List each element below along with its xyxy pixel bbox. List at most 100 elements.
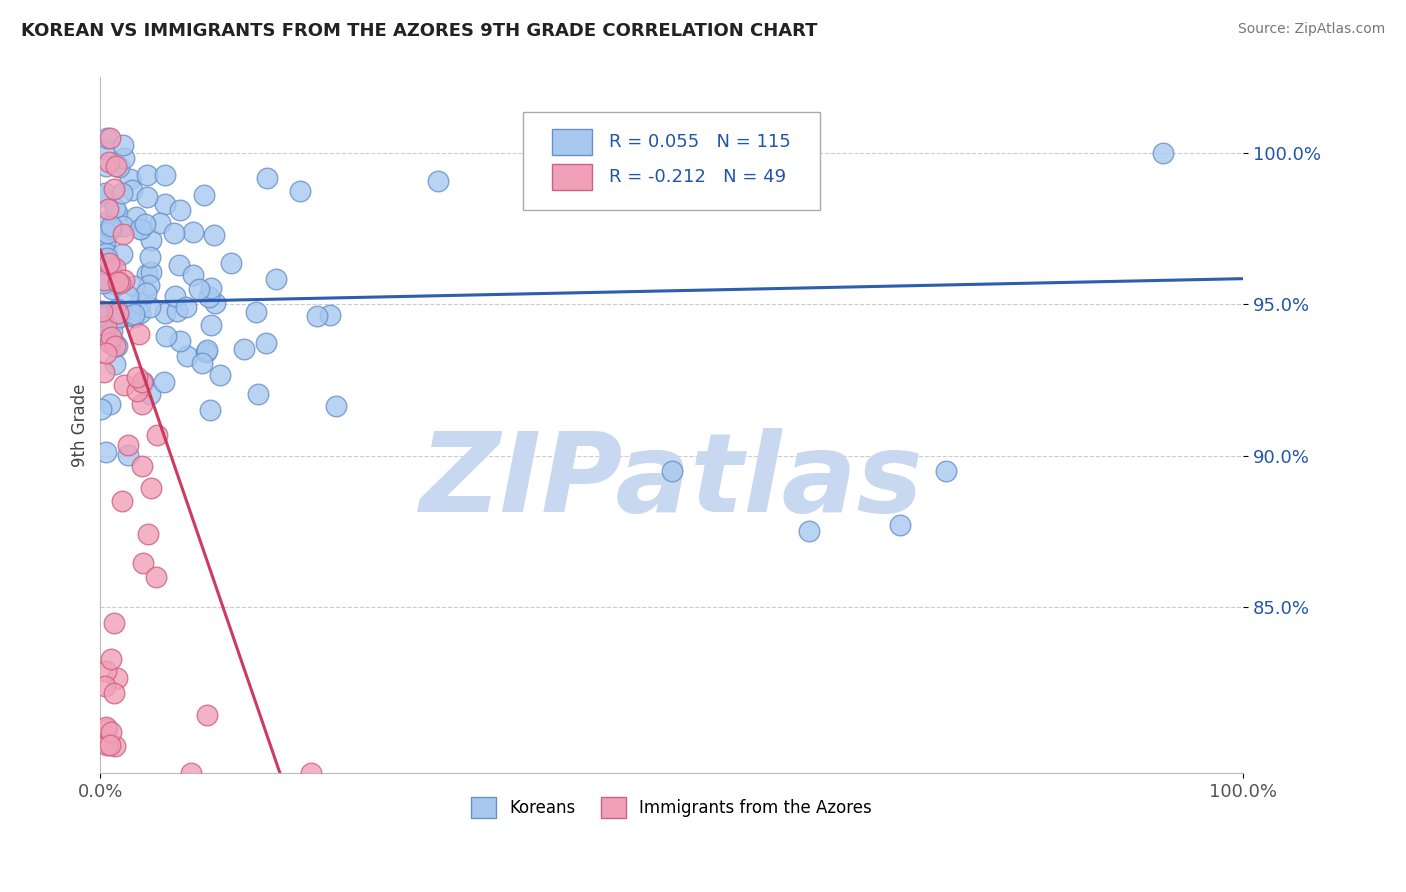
Point: [176, 349, 198, 363]
Point: [256, 170, 278, 185]
Point: [1152, 146, 1174, 161]
Point: [661, 464, 683, 478]
Point: [104, 277, 127, 291]
Point: [105, 339, 128, 353]
Point: [91, 276, 114, 290]
Point: [163, 226, 186, 240]
Point: [97, 202, 120, 216]
Point: [149, 216, 172, 230]
Point: [139, 300, 162, 314]
Point: [103, 615, 125, 630]
Point: [105, 160, 128, 174]
Point: [94, 246, 117, 260]
Point: [146, 428, 169, 442]
Point: [111, 246, 134, 260]
Point: [104, 261, 127, 276]
Point: [190, 356, 212, 370]
Point: [108, 309, 131, 323]
Point: [100, 330, 122, 344]
Point: [155, 306, 177, 320]
Point: [103, 339, 125, 353]
Point: [125, 384, 148, 399]
Point: [93, 365, 115, 379]
Point: [935, 464, 957, 478]
Point: [105, 206, 128, 220]
Point: [111, 494, 134, 508]
Point: [117, 437, 139, 451]
Point: [125, 210, 148, 224]
Point: [98, 335, 121, 350]
Text: Source: ZipAtlas.com: Source: ZipAtlas.com: [1237, 22, 1385, 37]
Point: [111, 138, 134, 153]
Point: [132, 556, 155, 570]
Point: [91, 304, 114, 318]
Point: [132, 375, 155, 389]
Point: [233, 342, 256, 356]
Point: [219, 256, 242, 270]
Point: [96, 259, 118, 273]
Point: [94, 235, 117, 249]
Point: [93, 273, 115, 287]
Point: [169, 202, 191, 217]
Point: [128, 222, 150, 236]
Point: [112, 219, 135, 234]
FancyBboxPatch shape: [551, 129, 592, 155]
Point: [94, 720, 117, 734]
Point: [117, 288, 139, 302]
Point: [200, 318, 222, 333]
Point: [136, 190, 159, 204]
Point: [245, 304, 267, 318]
Point: [103, 182, 125, 196]
Point: [107, 276, 129, 290]
FancyBboxPatch shape: [551, 164, 592, 190]
Point: [104, 357, 127, 371]
Point: [110, 277, 132, 291]
Point: [105, 671, 128, 685]
Point: [889, 518, 911, 533]
Point: [93, 310, 115, 324]
Point: [96, 251, 118, 265]
Point: [121, 183, 143, 197]
Point: [105, 302, 128, 317]
Point: [90, 216, 112, 230]
Point: [94, 159, 117, 173]
Point: [195, 343, 218, 357]
Point: [122, 310, 145, 324]
Point: [104, 336, 127, 351]
Point: [122, 307, 145, 321]
Point: [135, 285, 157, 300]
Point: [94, 318, 117, 333]
Point: [91, 308, 114, 322]
Point: [100, 652, 122, 666]
Point: [318, 308, 340, 322]
Point: [98, 738, 121, 752]
Point: [153, 375, 176, 389]
Point: [111, 186, 134, 201]
Point: [128, 327, 150, 342]
Point: [195, 707, 218, 722]
Point: [145, 569, 167, 583]
Point: [94, 444, 117, 458]
Point: [97, 256, 120, 270]
Point: [128, 306, 150, 320]
Point: [96, 131, 118, 145]
Point: [129, 296, 152, 310]
Point: [91, 252, 114, 267]
Point: [112, 151, 135, 165]
Point: [100, 219, 122, 233]
Point: [90, 402, 112, 417]
Point: [97, 155, 120, 169]
Point: [105, 311, 128, 326]
Point: [169, 334, 191, 348]
Point: [94, 235, 117, 249]
Point: [120, 172, 142, 186]
Point: [100, 259, 122, 273]
Point: [93, 142, 115, 156]
Point: [90, 239, 112, 253]
Point: [96, 738, 118, 752]
Point: [427, 174, 450, 188]
Point: [200, 280, 222, 294]
Point: [101, 282, 124, 296]
Point: [107, 160, 129, 174]
Point: [93, 268, 115, 282]
